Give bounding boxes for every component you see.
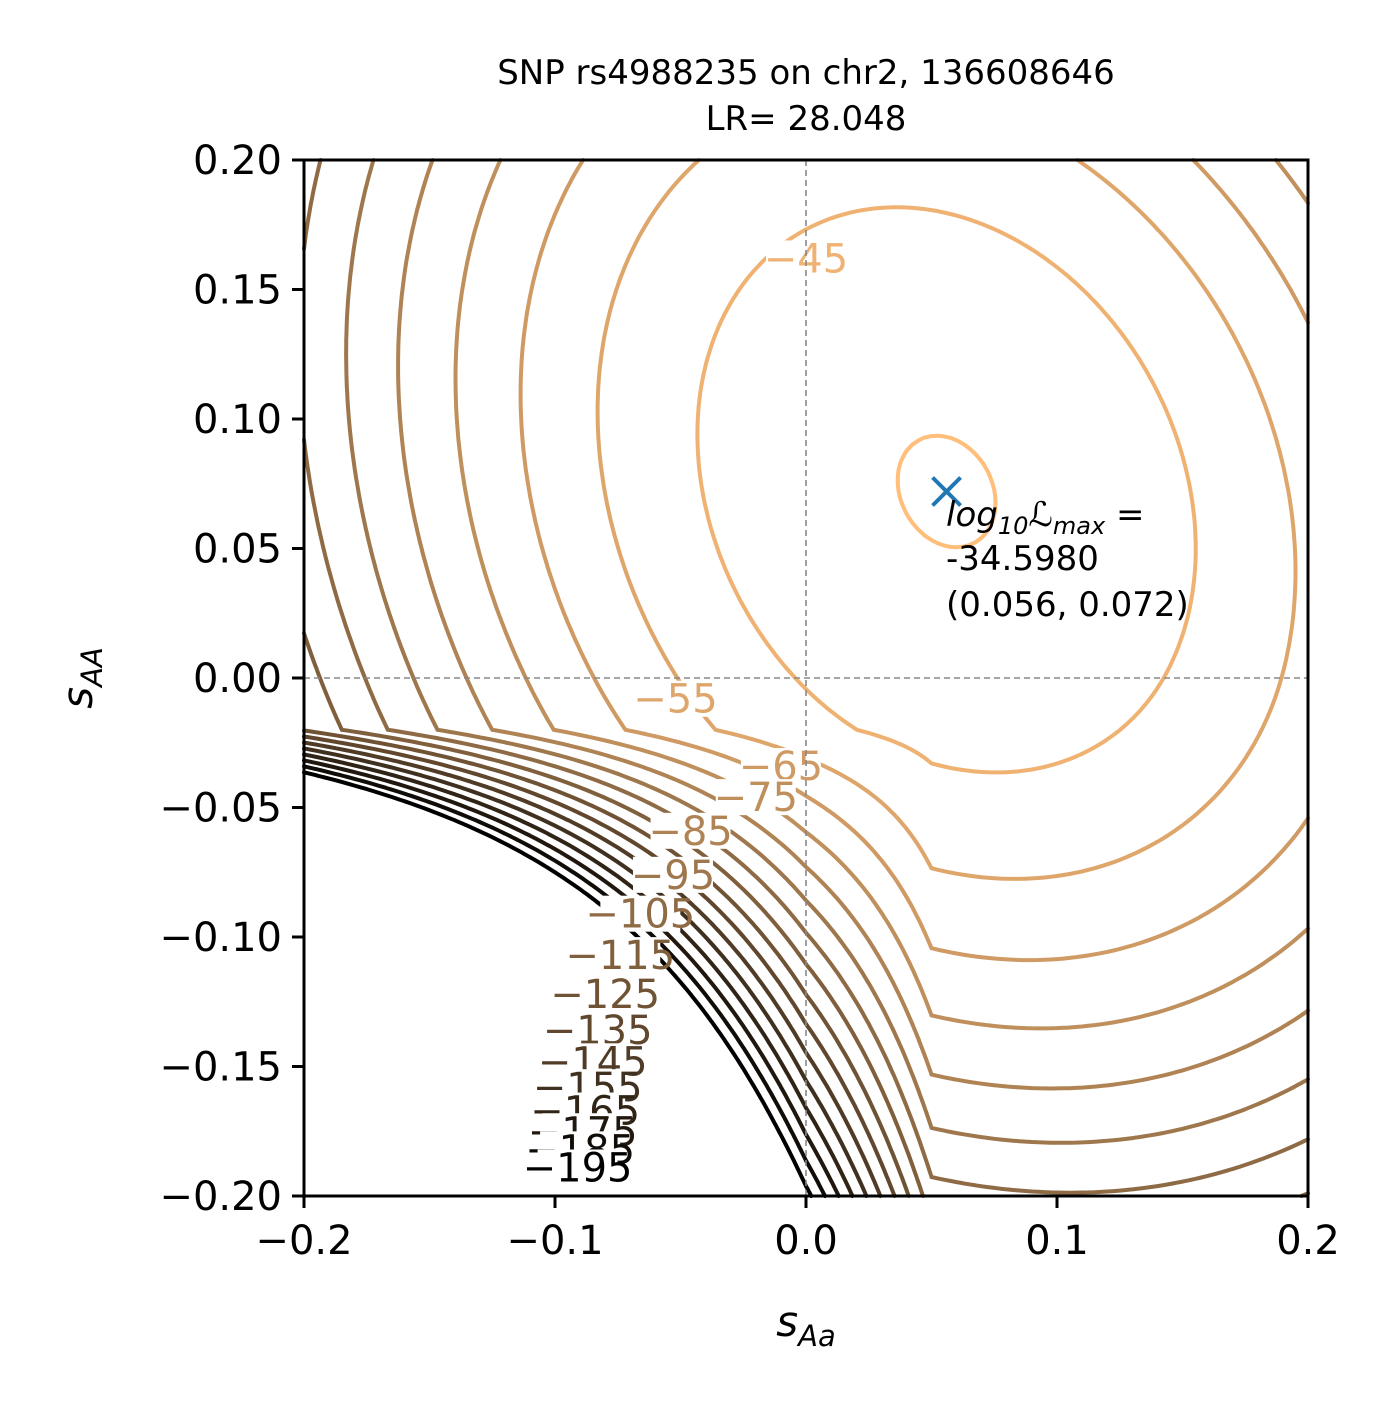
contour-label-background (600, 895, 681, 932)
reference-lines (304, 160, 1308, 1196)
contour-label: −95 (631, 853, 715, 899)
x-tick-label: 0.1 (1025, 1218, 1089, 1264)
contour-label-background (715, 779, 796, 816)
contour-line (302, 631, 1310, 1198)
maximum-marker-stroke (931, 476, 962, 507)
contour-line (518, 158, 1310, 963)
y-tick-label: −0.05 (159, 786, 282, 832)
y-tick-label: 0.00 (193, 656, 282, 702)
contour-line (302, 758, 841, 1198)
x-tick-label: 0.2 (1276, 1218, 1340, 1264)
contour-label-background (650, 812, 731, 849)
contour-line (595, 158, 1298, 881)
contour-label-background (565, 975, 646, 1012)
contour-line (302, 746, 869, 1198)
contour-label: −105 (585, 892, 695, 938)
y-tick-label: 0.10 (193, 397, 282, 443)
annotation-line-3: (0.056, 0.072) (946, 585, 1189, 625)
contour-label: −55 (633, 677, 717, 723)
contour-label: −115 (565, 933, 675, 979)
y-tick-label: −0.15 (159, 1045, 282, 1091)
x-axis-ticks: −0.2 −0.1 0.0 0.1 0.2 (255, 1196, 1340, 1264)
x-axis-label: sAa (776, 1297, 836, 1353)
contour-line (302, 752, 855, 1198)
contour-label: −85 (648, 809, 732, 855)
annotation-line-2: -34.5980 (946, 539, 1099, 579)
contour-label-background (580, 937, 661, 974)
contour-label-background (635, 680, 716, 717)
contour-line (895, 433, 998, 550)
y-tick-label: 0.20 (193, 138, 282, 184)
contour-label-group: −45−55−65−75−85−95−105−115−125−135−145−1… (523, 236, 849, 1191)
contour-line (396, 158, 1310, 1091)
x-tick-label: 0.0 (774, 1218, 838, 1264)
chart-title: SNP rs4988235 on chr2, 136608646 (497, 53, 1115, 93)
y-tick-label: 0.15 (193, 268, 282, 314)
y-axis-label: sAA (53, 647, 109, 709)
contour-line (695, 205, 1198, 775)
y-axis-ticks: 0.20 0.15 0.10 0.05 0.00 −0.05 −0.10 −0.15 −0.20 (159, 138, 304, 1220)
annotation-line-1: log10ℒmax = (946, 495, 1144, 540)
x-tick-label: −0.1 (506, 1218, 603, 1264)
contour-label-background (537, 1149, 618, 1186)
y-tick-label: −0.20 (159, 1174, 282, 1220)
contour-label-background (740, 748, 821, 785)
maximum-marker (931, 476, 962, 507)
x-tick-label: −0.2 (255, 1218, 352, 1264)
contour-label: −125 (550, 972, 660, 1018)
contour-label-background (557, 1012, 638, 1049)
contour-line (344, 158, 1310, 1145)
contour-label: −195 (523, 1146, 633, 1192)
contour-label-background (632, 856, 713, 893)
chart-subtitle: LR= 28.048 (706, 99, 907, 139)
y-tick-label: 0.05 (193, 527, 282, 573)
y-tick-label: −0.10 (159, 915, 282, 961)
